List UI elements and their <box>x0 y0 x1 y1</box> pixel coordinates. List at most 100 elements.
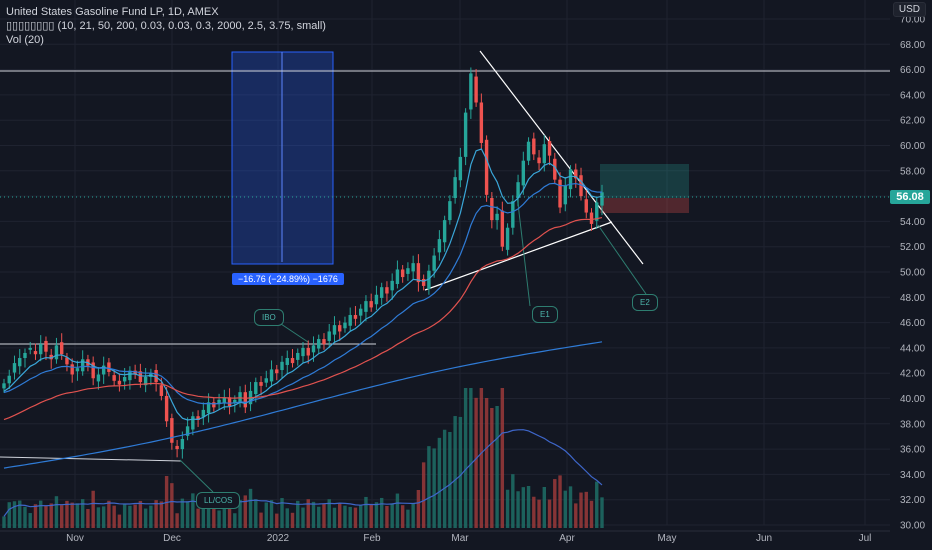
volume-bar <box>317 506 321 528</box>
candle-body <box>2 383 6 389</box>
volume-bar <box>395 493 400 528</box>
long-position-stop <box>600 198 689 213</box>
drawings-layer[interactable] <box>0 50 890 493</box>
volume-bar <box>579 492 583 528</box>
volume-bar <box>101 506 106 528</box>
volume-bar <box>143 508 148 528</box>
volume-bar <box>374 502 379 528</box>
candle-body <box>490 197 494 221</box>
volume-bar <box>568 486 573 528</box>
volume-bar <box>44 505 48 528</box>
candlestick-series <box>2 67 604 459</box>
volume-bar <box>28 513 32 528</box>
note-e1[interactable]: E1 <box>532 306 558 323</box>
candle-body <box>138 371 143 383</box>
price-tick-label: 46.00 <box>900 318 925 329</box>
candle-body <box>285 358 289 365</box>
low-trend-line <box>0 456 182 462</box>
volume-bar <box>23 506 27 528</box>
candle-body <box>406 268 410 274</box>
price-axis[interactable]: 70.0068.0066.0064.0062.0060.0058.0056.00… <box>900 15 925 532</box>
candle-body <box>191 416 195 430</box>
volume-bar <box>112 505 116 528</box>
indicator-params[interactable]: ▯▯▯▯▯▯▯▯ (10, 21, 50, 200, 0.03, 0.03, 0… <box>6 20 326 32</box>
time-axis[interactable]: Nov Dec 2022 Feb Mar Apr May Jun Jul <box>0 530 890 544</box>
volume-bar <box>54 496 59 528</box>
time-tick-label: Jul <box>859 533 872 544</box>
candle-body <box>49 354 53 360</box>
price-tick-label: 50.00 <box>900 268 925 279</box>
volume-bar <box>442 429 447 528</box>
candle-body <box>164 395 169 422</box>
candle-body <box>296 352 300 360</box>
candle-body <box>290 358 295 364</box>
note-ibo[interactable]: IBO <box>254 309 284 326</box>
ibo-leader <box>277 321 309 343</box>
candle-body <box>589 212 594 224</box>
candle-body <box>495 213 499 221</box>
volume-bar <box>75 503 80 528</box>
candle-body <box>511 201 515 228</box>
candle-body <box>521 160 526 186</box>
volume-bar <box>201 505 206 528</box>
volume-bar <box>39 500 43 528</box>
candle-body <box>595 202 599 221</box>
volume-bar <box>238 499 242 528</box>
volume-bar <box>122 504 127 528</box>
volume-bar <box>196 508 200 528</box>
volume-bar <box>327 499 331 528</box>
candle-body <box>23 352 27 359</box>
price-tick-label: 60.00 <box>900 141 925 152</box>
candle-body <box>133 370 137 375</box>
volume-bar <box>49 503 53 528</box>
volume-bar <box>558 475 562 528</box>
volume-bar <box>343 505 347 528</box>
volume-bar <box>427 446 431 528</box>
volume-indicator-label[interactable]: Vol (20) <box>6 34 44 46</box>
volume-bar <box>532 496 536 528</box>
volume-bar <box>59 505 64 528</box>
price-tick-label: 66.00 <box>900 65 925 76</box>
note-llcos[interactable]: LL/COS <box>196 492 241 509</box>
candle-body <box>306 347 310 356</box>
candle-body <box>12 363 17 373</box>
candle-body <box>154 370 158 383</box>
volume-bar <box>500 388 505 528</box>
price-tick-label: 38.00 <box>900 419 925 430</box>
candle-body <box>463 112 468 157</box>
candle-body <box>212 402 216 408</box>
volume-bar <box>584 491 588 528</box>
volume-bar <box>421 462 426 528</box>
candle-body <box>269 369 274 382</box>
candle-body <box>484 139 489 195</box>
time-tick-label: May <box>658 533 677 544</box>
volume-bar <box>400 505 405 528</box>
candle-body <box>505 227 510 250</box>
volume-bar <box>133 504 137 528</box>
candle-body <box>374 294 379 305</box>
volume-bar <box>180 498 185 528</box>
candle-body <box>170 418 174 443</box>
time-tick-label: Apr <box>559 533 575 544</box>
candle-body <box>427 270 431 290</box>
volume-bar <box>259 512 263 528</box>
price-tick-label: 44.00 <box>900 343 925 354</box>
note-e2[interactable]: E2 <box>632 294 658 311</box>
volume-bar <box>217 510 221 528</box>
currency-label[interactable]: USD <box>892 2 926 17</box>
volume-bar <box>149 505 153 528</box>
measure-result-label: −16.76 (−24.89%) −1676 <box>232 273 344 285</box>
candle-body <box>500 210 505 247</box>
candle-body <box>479 102 484 143</box>
symbol-title[interactable]: United States Gasoline Fund LP, 1D, AMEX <box>6 6 219 18</box>
volume-bar <box>33 504 38 528</box>
volume-bar <box>70 502 74 528</box>
candle-body <box>80 359 85 372</box>
e1-leader <box>516 194 531 307</box>
candle-body <box>542 144 547 164</box>
price-tick-label: 48.00 <box>900 293 925 304</box>
volume-bar <box>311 501 316 528</box>
volume-bar <box>563 490 567 528</box>
